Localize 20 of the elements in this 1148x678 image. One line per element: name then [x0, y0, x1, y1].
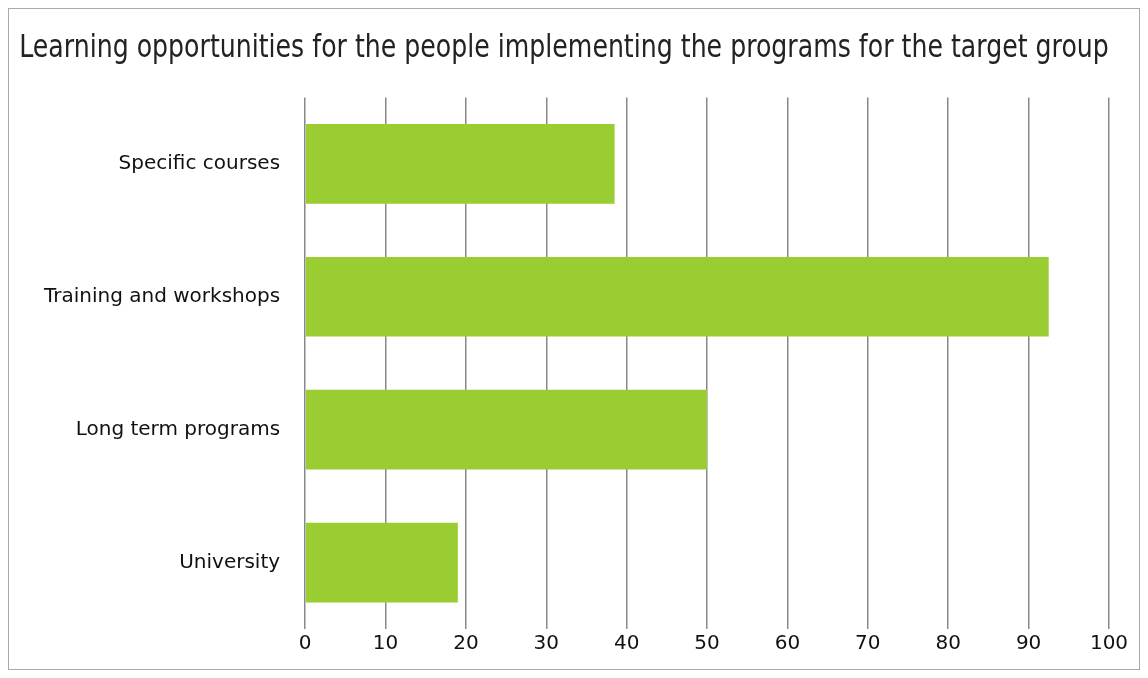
x-tick-label: 70: [855, 630, 881, 655]
x-tick-label: 100: [1089, 630, 1129, 655]
bar: [305, 256, 1049, 337]
bar: [305, 522, 458, 603]
x-tick-label: 20: [453, 630, 479, 655]
x-tick-label: 30: [533, 630, 559, 655]
chart-title: Learning opportunities for the people implementing the programs for the target group: [19, 26, 1109, 65]
x-tick-label: 60: [774, 630, 801, 655]
x-tick-label: 90: [1015, 630, 1042, 655]
x-tick-label: 50: [694, 630, 720, 655]
x-tick-label: 10: [372, 630, 399, 655]
x-tick-label: 0: [298, 630, 312, 655]
y-tick-label: Training and workshops: [42, 282, 281, 307]
bar: [305, 389, 708, 470]
y-tick-label: Specific courses: [118, 150, 281, 175]
bar: [305, 123, 615, 204]
y-tick-label: Long term programs: [75, 415, 281, 440]
y-tick-label: University: [179, 548, 281, 573]
x-tick-label: 40: [613, 630, 640, 655]
x-tick-label: 80: [935, 630, 961, 655]
